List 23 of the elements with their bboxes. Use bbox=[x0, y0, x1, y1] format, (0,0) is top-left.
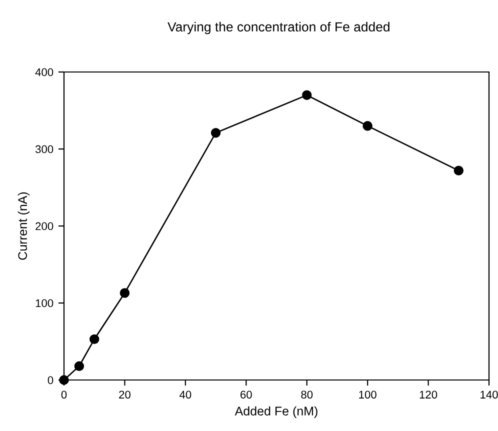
point bbox=[302, 90, 312, 100]
x-tick-label: 140 bbox=[480, 390, 498, 399]
x-axis-title: Added Fe (nM) bbox=[234, 406, 318, 418]
x-tick-label: 80 bbox=[301, 390, 313, 399]
point bbox=[210, 128, 221, 138]
x-tick-label: 120 bbox=[420, 390, 438, 399]
y-axis-title: Current (nA) bbox=[18, 192, 30, 260]
point bbox=[454, 166, 464, 176]
point bbox=[120, 288, 130, 298]
y-tick-label: 200 bbox=[36, 222, 54, 230]
x-tick-label: 100 bbox=[359, 390, 376, 399]
chart-title: Varying the concentration of Fe added bbox=[168, 22, 390, 34]
y-tick-label: 100 bbox=[36, 299, 54, 308]
y-tick-label: 400 bbox=[35, 68, 54, 76]
y-tick-label: 300 bbox=[35, 145, 54, 154]
y-tick-label: 0 bbox=[48, 376, 54, 384]
x-tick-label: 40 bbox=[180, 390, 192, 399]
point bbox=[362, 121, 372, 131]
point bbox=[74, 361, 84, 371]
x-tick-label: 0 bbox=[61, 390, 67, 399]
x-tick-label: 20 bbox=[119, 390, 130, 399]
x-tick-label: 60 bbox=[240, 390, 252, 399]
point bbox=[89, 334, 100, 344]
